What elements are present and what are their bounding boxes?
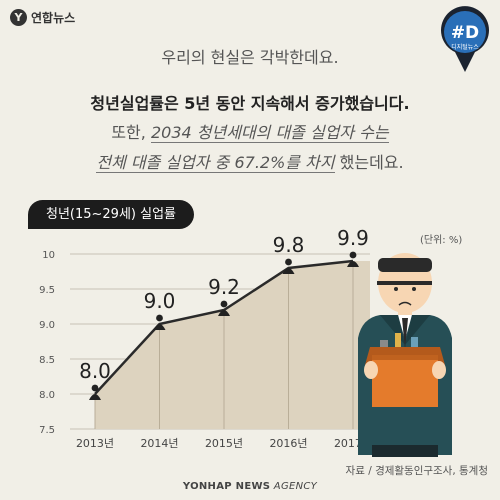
body-line-3: 전체 대졸 실업자 중 67.2%를 차지 했는데요.	[0, 149, 500, 173]
intro-text: 우리의 현실은 각박한데요.	[161, 48, 339, 67]
data-point-person-icon	[347, 251, 359, 267]
y-tick-label: 8.5	[39, 355, 55, 366]
headline-text: 청년실업률은 5년 동안 지속해서 증가했습니다.	[90, 94, 410, 113]
value-label: 9.8	[273, 233, 305, 257]
y-tick-label: 7.5	[39, 425, 55, 436]
value-label: 9.0	[144, 289, 176, 313]
person-body	[282, 268, 295, 274]
person-body	[218, 310, 230, 316]
person-body	[89, 394, 101, 400]
badge-tag: #D	[451, 23, 479, 43]
worried-graduate-illustration	[358, 253, 452, 457]
y-tick-label: 10	[42, 250, 55, 261]
value-label: 9.2	[208, 275, 240, 299]
x-tick-label: 2016년	[269, 437, 307, 450]
body-line-3-suffix: 했는데요.	[334, 153, 404, 172]
x-tick-label: 2013년	[76, 437, 114, 450]
person-head	[285, 258, 292, 266]
digital-news-badge: #D 디지털뉴스	[441, 6, 489, 72]
agency-bold: YONHAP NEWS	[182, 481, 271, 492]
data-point-person-icon	[282, 258, 295, 274]
area-fill	[95, 261, 370, 429]
body-line-2-prefix: 또한,	[111, 123, 151, 142]
body-line-2-emphasis: 2034 청년세대의 대졸 실업자 수는	[150, 123, 389, 143]
data-point-person-icon	[153, 314, 166, 330]
brand-logo: Y 연합뉴스	[10, 9, 75, 26]
value-label: 9.9	[337, 226, 369, 250]
chart-unit-label: (단위: %)	[420, 235, 463, 246]
source-note: 자료 / 경제활동인구조사, 통계청	[345, 465, 488, 477]
y-tick-label: 9.0	[39, 320, 55, 331]
data-point-person-icon	[218, 300, 230, 316]
agency-light: AGENCY	[270, 481, 318, 492]
body-line-2: 또한, 2034 청년세대의 대졸 실업자 수는	[0, 119, 500, 143]
brand-name: 연합뉴스	[31, 11, 76, 25]
person-head	[349, 251, 357, 259]
badge-sub: 디지털뉴스	[451, 43, 479, 51]
y-tick-label: 9.5	[39, 285, 55, 296]
chart-title: 청년(15~29세) 실업률	[28, 200, 194, 229]
person-head	[220, 300, 228, 308]
person-head	[156, 314, 163, 322]
agency-credit: YONHAP NEWS AGENCY	[0, 481, 500, 492]
person-head	[91, 384, 99, 392]
x-tick-label: 2015년	[205, 437, 243, 450]
x-tick-label: 2014년	[140, 437, 178, 450]
body-line-3-emphasis: 전체 대졸 실업자 중 67.2%를 차지	[96, 153, 335, 173]
value-label: 8.0	[79, 359, 111, 383]
person-body	[153, 324, 166, 330]
y-tick-label: 8.0	[39, 390, 55, 401]
person-body	[347, 261, 359, 267]
data-point-person-icon	[89, 384, 101, 400]
yonhap-logo-icon: Y	[10, 9, 27, 26]
